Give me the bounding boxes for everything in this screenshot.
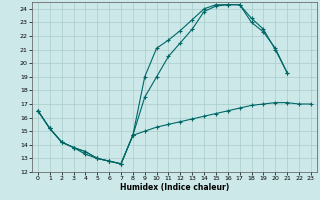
X-axis label: Humidex (Indice chaleur): Humidex (Indice chaleur): [120, 183, 229, 192]
